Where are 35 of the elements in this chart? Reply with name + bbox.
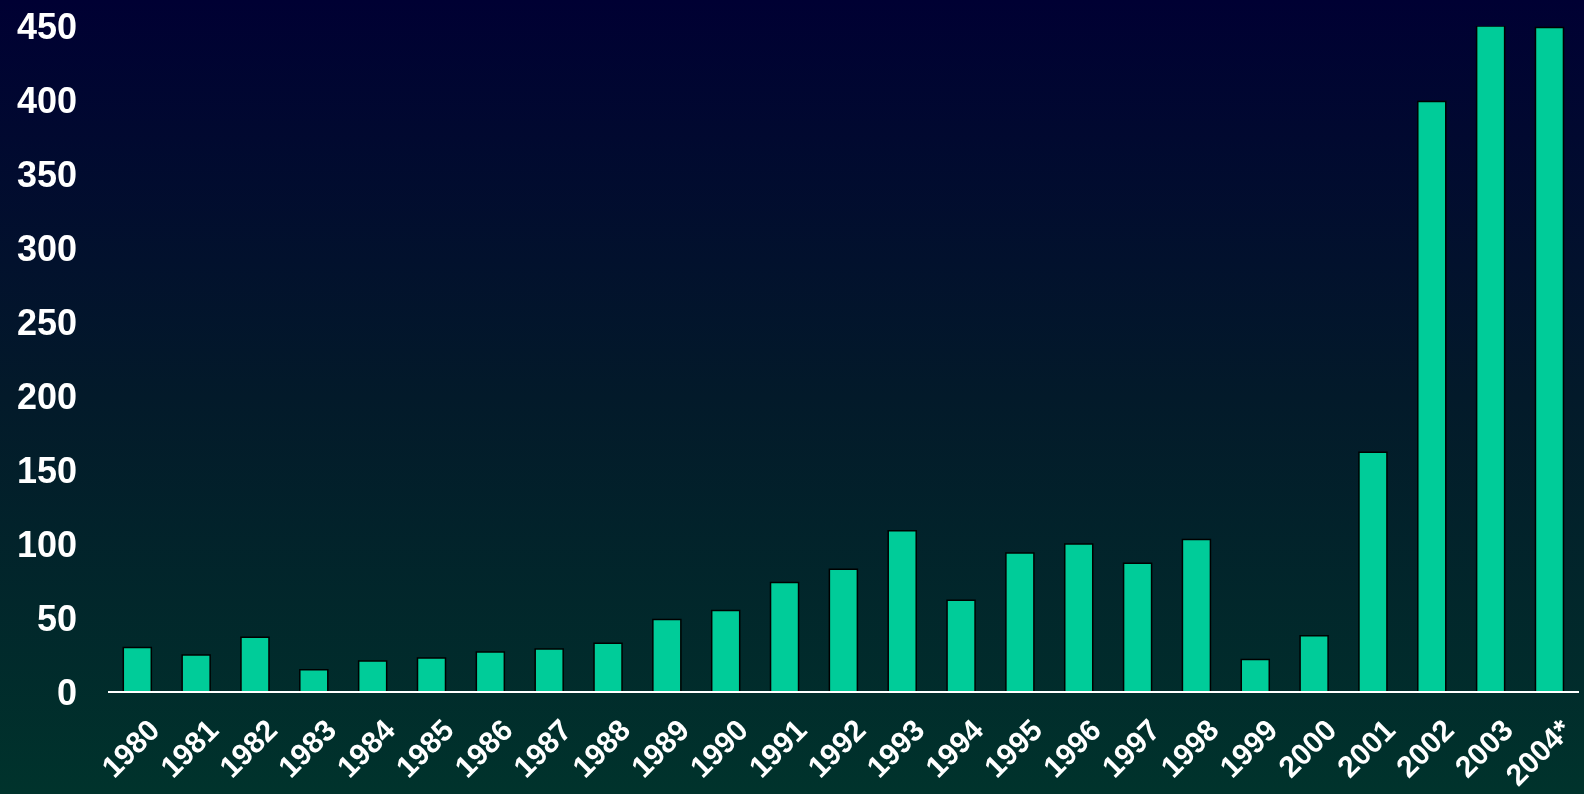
bar	[652, 618, 682, 692]
bar	[1240, 658, 1271, 692]
bar	[1005, 552, 1035, 692]
y-tick-label: 400	[16, 79, 77, 121]
y-tick-label: 150	[16, 449, 77, 491]
bar	[1122, 562, 1153, 692]
bar	[710, 609, 741, 692]
y-tick-label: 250	[16, 301, 77, 343]
y-tick-label: 300	[16, 227, 77, 269]
y-tick-label: 50	[36, 597, 77, 639]
y-tick-label: 200	[16, 375, 77, 417]
bar	[240, 636, 270, 692]
bar	[534, 648, 564, 692]
y-tick-label: 450	[16, 5, 77, 47]
bar	[828, 568, 859, 692]
bar	[769, 581, 800, 692]
bar	[1475, 26, 1506, 692]
bar	[593, 642, 623, 692]
bar	[122, 646, 153, 692]
y-tick-label: 100	[16, 523, 77, 565]
bar	[1181, 538, 1212, 692]
bar	[357, 660, 388, 692]
bar	[1063, 543, 1094, 692]
bar	[946, 599, 976, 692]
bar	[1417, 100, 1447, 692]
bar	[887, 529, 917, 692]
bar	[1534, 26, 1565, 692]
bar	[475, 651, 506, 692]
bar	[299, 669, 329, 692]
bar	[1358, 451, 1388, 692]
bar	[416, 657, 447, 692]
y-tick-label: 350	[16, 153, 77, 195]
bar	[1299, 635, 1329, 692]
y-tick-label: 0	[56, 671, 77, 713]
bar	[181, 654, 211, 692]
